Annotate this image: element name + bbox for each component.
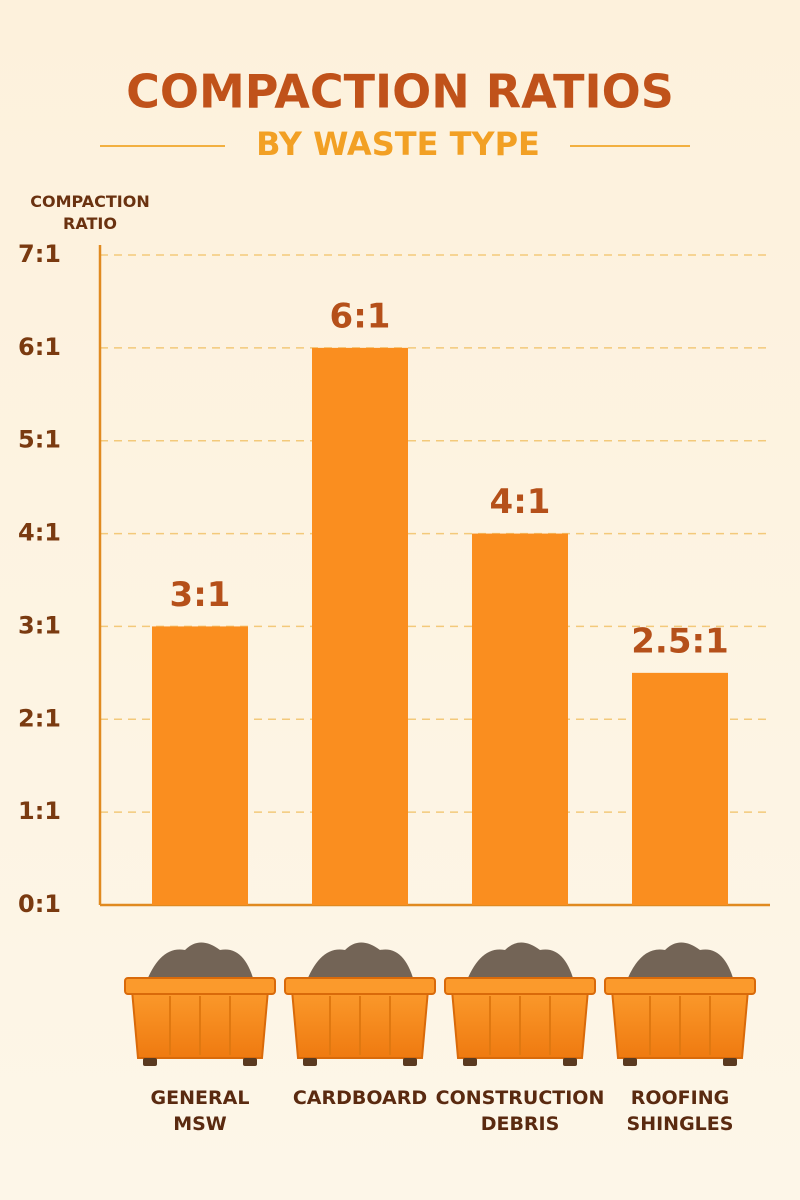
dumpster-contents	[305, 942, 415, 985]
dumpster-wheel	[723, 1058, 737, 1066]
bar	[152, 626, 248, 905]
chart-subtitle: BY WASTE TYPE	[256, 125, 540, 163]
value-label: 3:1	[170, 575, 231, 615]
chart-title: COMPACTION RATIOS	[126, 65, 674, 119]
dumpster-wheel	[623, 1058, 637, 1066]
value-label: 2.5:1	[631, 621, 728, 661]
x-tick-label: ROOFING SHINGLES	[627, 1087, 734, 1135]
dumpster-rim	[284, 977, 436, 995]
x-tick-label: GENERAL MSW	[151, 1087, 250, 1135]
y-tick-label: 6:1	[18, 333, 61, 361]
dumpster-rim	[604, 977, 756, 995]
dumpster-wheel	[303, 1058, 317, 1066]
y-tick-label: 4:1	[18, 519, 61, 547]
value-label: 4:1	[490, 482, 551, 522]
bar	[312, 347, 408, 905]
dumpster-rim	[444, 977, 596, 995]
y-tick-label: 2:1	[18, 704, 61, 732]
dumpster-wheel	[143, 1058, 157, 1066]
dumpster-icon	[604, 942, 756, 1066]
dumpster-wheel	[463, 1058, 477, 1066]
dumpster-wheel	[563, 1058, 577, 1066]
x-tick-label: CARDBOARD	[293, 1087, 427, 1109]
y-axis-label: COMPACTION RATIO	[30, 192, 150, 233]
dumpster-wheel	[403, 1058, 417, 1066]
dumpster-contents	[145, 942, 255, 985]
dumpster-contents	[465, 942, 575, 985]
y-tick-label: 3:1	[18, 611, 61, 639]
y-tick-label: 1:1	[18, 797, 61, 825]
y-tick-label: 0:1	[18, 890, 61, 918]
y-tick-label: 7:1	[18, 240, 61, 268]
y-tick-label: 5:1	[18, 426, 61, 454]
dumpster-contents	[625, 942, 735, 985]
value-label: 6:1	[330, 296, 391, 336]
bar	[632, 672, 728, 905]
dumpster-rim	[124, 977, 276, 995]
dumpster-wheel	[243, 1058, 257, 1066]
bar	[472, 533, 568, 905]
dumpster-icon	[124, 942, 276, 1066]
dumpster-icon	[284, 942, 436, 1066]
x-tick-label: CONSTRUCTION DEBRIS	[436, 1087, 605, 1135]
dumpster-icon	[444, 942, 596, 1066]
